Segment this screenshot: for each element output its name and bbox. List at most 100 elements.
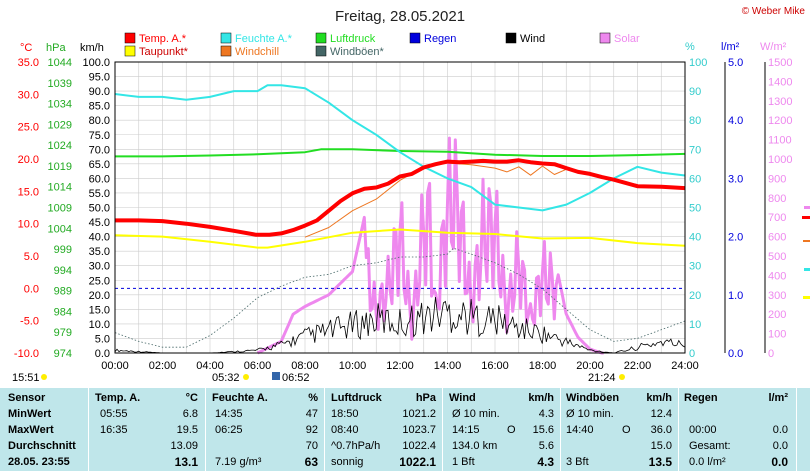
pressure-unit-label: hPa [46,42,66,54]
sunrise-icon [243,374,249,380]
header-temp: Temp. A. [95,392,141,404]
temp-axis-tick: 25.0 [18,122,39,134]
solar-axis-tick: 1500 [768,57,792,69]
copyright-label: © Weber Mike [742,6,806,17]
stats-cell-wind-val: 4.3 [537,455,554,469]
temp-axis-tick: 15.0 [18,186,39,198]
x-axis-tick: 20:00 [576,360,604,372]
wind-axis-tick: 35.0 [89,246,110,258]
legend-swatch-feuchte-a [220,32,232,44]
humidity-axis-tick: 80 [689,115,701,127]
wind-axis-tick: 70.0 [89,144,110,156]
temp-axis-tick: 5.0 [24,251,39,263]
solar-unit-label: W/m² [760,41,787,53]
stats-cell-gust-val: 13.5 [648,455,672,469]
stats-cell-rain-time: 00:00 [689,424,717,436]
legend-label-regen: Regen [424,33,456,45]
stats-cell-rain-val: 0.0 [771,455,788,469]
wind-axis-tick: 30.0 [89,261,110,273]
legend-swatch-regen [409,32,421,44]
series-temp [115,158,686,237]
solar-axis-tick: 700 [768,212,786,224]
solar-axis-tick: 500 [768,251,786,263]
stats-cell-press-val: 1023.7 [402,424,436,436]
moon-icon [272,372,280,380]
stats-cell-rain-val: 0.0 [772,440,788,452]
legend-label-temp-a: Temp. A.* [139,33,187,45]
legend-label-luftdruck: Luftdruck [330,33,376,45]
legend-label-feuchte-a: Feuchte A.* [235,33,293,45]
legend-swatch-wind [505,32,517,44]
stats-cell-press-val: 1022.4 [402,440,436,452]
series-solar [256,136,604,355]
header-pressure: Luftdruck [331,392,382,404]
side-fragment-orange [803,240,810,242]
pressure-axis-tick: 1034 [48,99,72,111]
humidity-axis-tick: 0 [689,348,695,360]
series-feuchte [114,84,686,212]
x-axis-tick: 22:00 [624,360,652,372]
y-axes: 35.0 30.0 25.0 20.0 15.0 10.0 5.0 0.0 -5.0 -10.0 1… [14,57,793,360]
wind-axis-tick: 25.0 [89,275,110,287]
pressure-axis-tick: 979 [54,327,72,339]
side-legend-fragments [802,206,810,299]
stats-cell-press-time: ^0.7hPa/h [331,440,381,452]
sunrise-label: 05:32 [212,372,240,384]
temp-axis-tick: 20.0 [18,154,39,166]
wind-axis-tick: 40.0 [89,232,110,244]
solar-axis-tick: 1300 [768,96,792,108]
stats-cell-gust-val: 12.4 [650,408,672,420]
side-fragment-yellow [803,296,810,299]
wind-axis-tick: 45.0 [89,217,110,229]
stats-cell-wind-desc: Ø 10 min. [452,408,500,420]
legend-swatch-luftdruck [315,32,327,44]
stats-cell-rain-time: Gesamt: [689,440,731,452]
wind-axis-tick: 15.0 [89,304,110,316]
pressure-axis-tick: 994 [54,265,72,277]
wind-axis-tick: 75.0 [89,130,110,142]
pressure-axis-tick: 989 [54,286,72,298]
solar-axis-tick: 900 [768,173,786,185]
pressure-axis-tick: 1019 [48,161,72,173]
stats-cell-gust-val: 15.0 [650,440,672,452]
temp-axis-tick: 35.0 [18,57,39,69]
stats-cell-wind-desc: 1 Bft [452,456,475,468]
temp-axis-tick: 10.0 [18,219,39,231]
sun-dot-icon [41,374,47,380]
pressure-axis-tick: 1029 [48,119,72,131]
sunset-icon [619,374,625,380]
wind-axis-tick: 10.0 [89,319,110,331]
time-left-label: 15:51 [12,372,40,384]
x-axis-tick: 12:00 [386,360,414,372]
stats-cell-gust-desc: 14:40 [566,424,594,436]
pressure-axis-tick: 1044 [48,57,72,69]
stats-row: Durchschnitt 13.09 70 ^0.7hPa/h 1022.4 134.0 … [0,438,810,454]
stats-cell-label: Durchschnitt [8,440,76,452]
stats-cell-hum-time: 06:25 [215,424,243,436]
pressure-axis-tick: 984 [54,306,72,318]
series-windchill [304,162,567,238]
humidity-axis-tick: 60 [689,173,701,185]
solar-axis-tick: 1200 [768,115,792,127]
solar-axis-tick: 100 [768,329,786,341]
stats-separator-6 [678,388,679,471]
humidity-axis-tick: 10 [689,319,701,331]
series-taupunkt [114,228,686,249]
humidity-axis-tick: 20 [689,290,701,302]
stats-cell-press-val: 1021.2 [402,408,436,420]
temp-unit-label: °C [20,42,32,54]
stats-cell-hum-val: 92 [305,424,318,436]
stats-cell-label: MaxWert [8,424,54,436]
humidity-axis-tick: 70 [689,144,701,156]
stats-cell-temp-val: 13.09 [170,440,198,452]
pressure-axis-tick: 1004 [48,223,72,235]
stats-cell-label: 28.05. 23:55 [8,456,70,468]
rain-axis-tick: 1.0 [728,290,743,302]
wind-axis-tick: 85.0 [89,101,110,113]
sunset-label: 21:24 [588,372,616,384]
stats-cell-hum-val: 47 [305,408,318,420]
header-temp-unit: °C [185,392,198,404]
header-sensor: Sensor [8,392,46,404]
x-axis-tick: 08:00 [291,360,319,372]
temp-axis-tick: -5.0 [20,316,39,328]
